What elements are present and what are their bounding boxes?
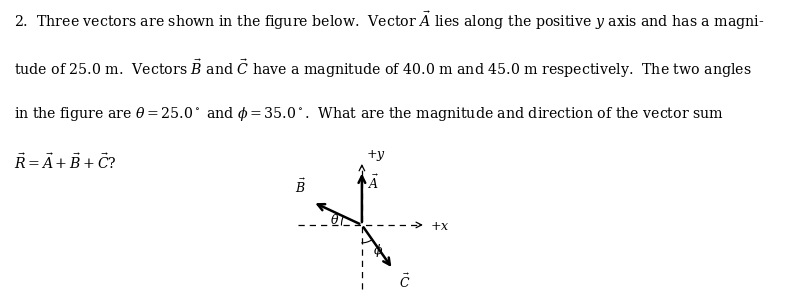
Text: $\vec{B}$: $\vec{B}$	[295, 177, 307, 196]
Text: $\phi$: $\phi$	[372, 242, 383, 259]
Text: $+y$: $+y$	[366, 148, 386, 163]
Text: $\theta$: $\theta$	[330, 213, 340, 227]
Text: tude of 25.0 m.  Vectors $\vec{B}$ and $\vec{C}$ have a magnitude of 40.0 m and : tude of 25.0 m. Vectors $\vec{B}$ and $\…	[14, 57, 752, 80]
Text: 2.  Three vectors are shown in the figure below.  Vector $\vec{A}$ lies along th: 2. Three vectors are shown in the figure…	[14, 9, 764, 32]
Text: $\vec{C}$: $\vec{C}$	[399, 273, 411, 291]
Text: in the figure are $\theta = 25.0^\circ$ and $\phi = 35.0^\circ$.  What are the m: in the figure are $\theta = 25.0^\circ$ …	[14, 105, 724, 123]
Text: $+x$: $+x$	[430, 220, 450, 233]
Text: $\vec{A}$: $\vec{A}$	[368, 174, 380, 192]
Text: $\vec{R} = \vec{A} + \vec{B} + \vec{C}$?: $\vec{R} = \vec{A} + \vec{B} + \vec{C}$?	[14, 152, 117, 172]
